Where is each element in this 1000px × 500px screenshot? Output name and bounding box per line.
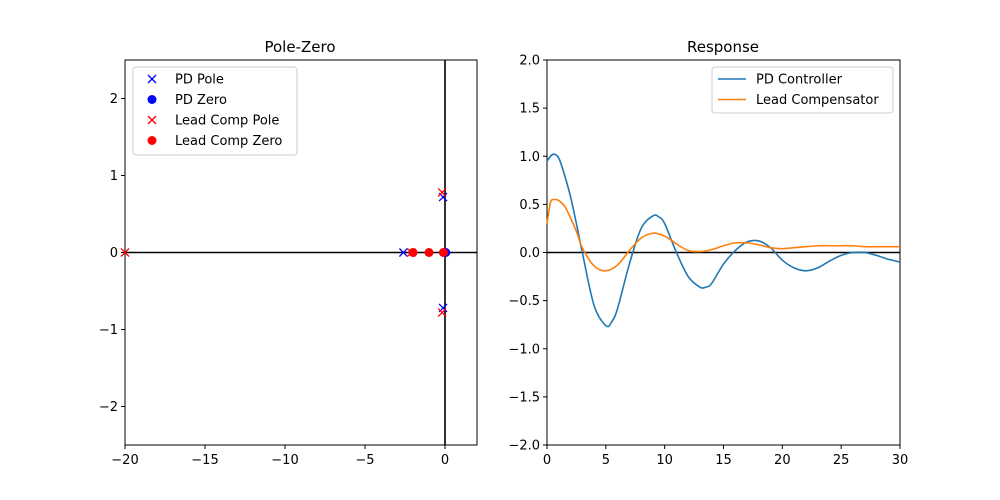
pole-zero-y-tick-label: 0 <box>110 246 118 261</box>
response-x-tick-label: 0 <box>543 453 551 468</box>
pole-zero-legend: PD Pole PD Zero Lead Comp Pole Lead Comp Ze… <box>132 66 298 156</box>
response-y-tick-label: −1.0 <box>508 342 540 357</box>
response-x-tick-label: 25 <box>833 453 850 468</box>
pole-zero-y-tick-label: 2 <box>110 92 118 107</box>
response-y-tick-label: −1.5 <box>508 390 540 405</box>
response-legend-box <box>711 66 894 114</box>
response-chart: Response 0 5 10 15 20 25 30 −2.0 −1.5 −1.0 −0.5 0.0… <box>508 38 908 468</box>
response-x-tick-label: 5 <box>602 453 610 468</box>
response-y-tick-label: 1.0 <box>519 150 540 165</box>
pole-zero-x-tick-label: −20 <box>111 453 138 468</box>
legend-label-lead-compensator: Lead Compensator <box>756 93 879 108</box>
lead-compensator-line <box>546 198 900 272</box>
pole-zero-x-tick-label: −15 <box>191 453 218 468</box>
pole-zero-x-tick-label: 0 <box>441 453 449 468</box>
pd-zero-legend-icon <box>147 95 157 104</box>
lead-comp-pole-legend-icon <box>147 115 157 125</box>
lead-comp-pole-marker <box>437 187 447 197</box>
response-x-tick-label: 30 <box>892 453 909 468</box>
pole-zero-y-tick-label: −1 <box>99 323 118 338</box>
response-y-tick-label: −2.0 <box>508 439 540 454</box>
response-y-tick-label: 0.0 <box>519 246 540 261</box>
pd-pole-legend-icon <box>147 74 157 84</box>
pole-zero-legend-box <box>132 66 298 156</box>
response-legend: PD Controller Lead Compensator <box>711 66 894 114</box>
response-x-tick-label: 10 <box>656 453 673 468</box>
legend-label-lead-comp-zero: Lead Comp Zero <box>175 134 282 149</box>
pole-zero-y-tick-label: −2 <box>99 400 118 415</box>
lead-comp-pole-marker <box>437 308 447 318</box>
response-y-tick-label: −0.5 <box>508 294 540 309</box>
response-y-tick-label: 0.5 <box>519 198 540 213</box>
lead-comp-pole-marker <box>120 248 130 257</box>
pd-controller-line <box>546 153 901 328</box>
lead-comp-zero-marker <box>438 248 448 257</box>
legend-label-pd-controller: PD Controller <box>756 73 843 88</box>
response-x-tick-label: 15 <box>715 453 732 468</box>
response-y-tick-label: 2.0 <box>519 54 540 69</box>
pd-pole-marker <box>398 248 408 257</box>
lead-comp-zero-marker <box>424 248 434 257</box>
legend-label-pd-zero: PD Zero <box>175 93 227 108</box>
lead-comp-zero-legend-icon <box>147 136 157 145</box>
pole-zero-x-tick-label: −10 <box>271 453 298 468</box>
legend-label-lead-comp-pole: Lead Comp Pole <box>175 114 279 129</box>
response-title: Response <box>687 38 759 56</box>
pole-zero-y-tick-label: 1 <box>110 169 118 184</box>
pole-zero-title: Pole-Zero <box>264 38 335 56</box>
lead-comp-zero-marker <box>408 248 418 257</box>
legend-label-pd-pole: PD Pole <box>175 73 224 88</box>
response-x-tick-label: 20 <box>774 453 791 468</box>
pole-zero-x-tick-label: −5 <box>355 453 374 468</box>
response-y-tick-label: 1.5 <box>519 102 540 117</box>
